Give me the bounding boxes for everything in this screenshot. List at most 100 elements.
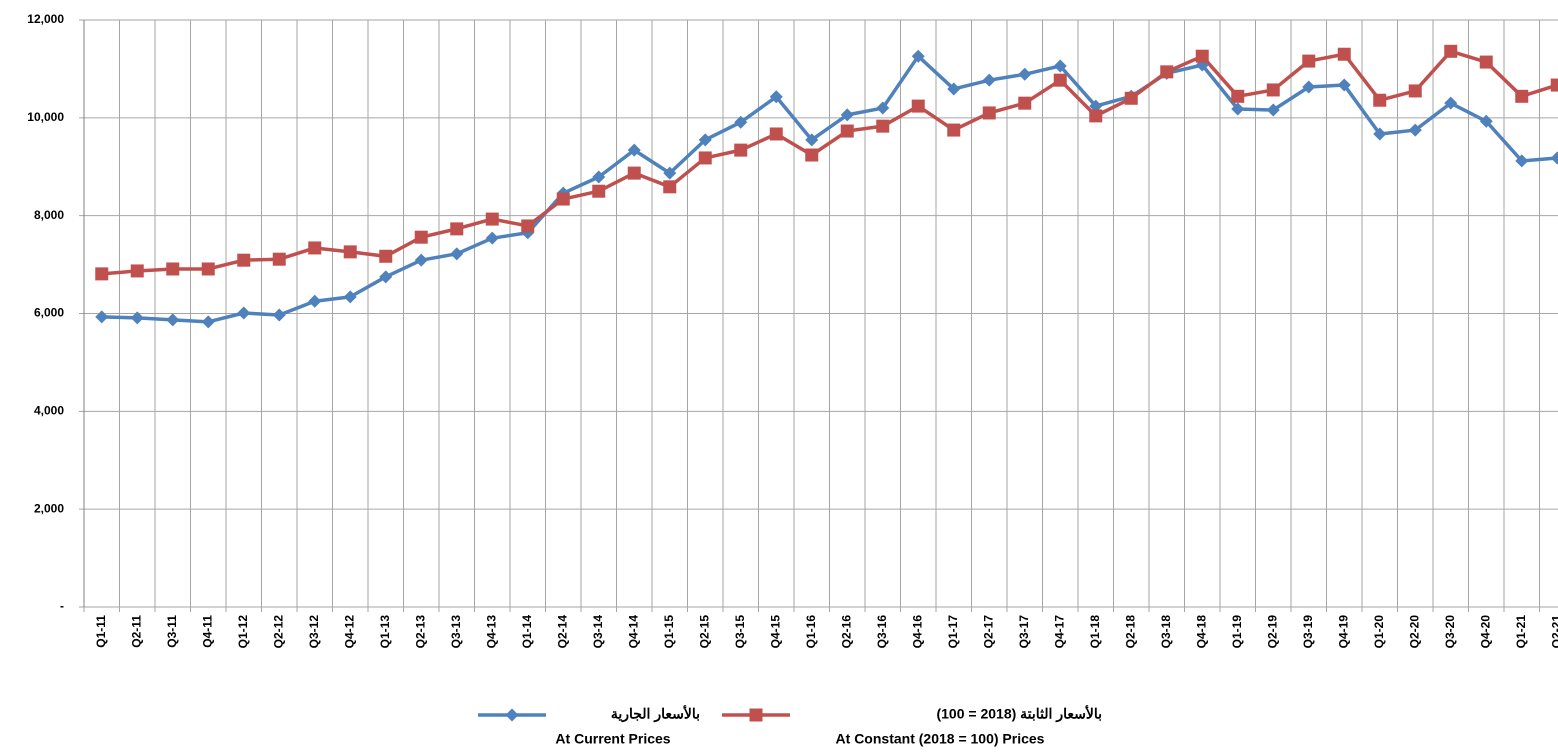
x-tick-label: Q2-21 bbox=[1549, 615, 1558, 649]
x-tick-label: Q1-16 bbox=[804, 615, 818, 649]
x-tick-label: Q2-15 bbox=[697, 615, 711, 649]
marker bbox=[592, 184, 606, 198]
marker bbox=[876, 101, 890, 115]
y-tick-label: 6,000 bbox=[34, 306, 64, 320]
marker bbox=[1515, 89, 1529, 103]
marker bbox=[166, 313, 180, 327]
y-tick-label: - bbox=[60, 599, 64, 613]
marker bbox=[1444, 96, 1458, 110]
x-tick-label: Q1-14 bbox=[520, 615, 534, 649]
marker bbox=[947, 123, 961, 137]
marker bbox=[769, 90, 783, 104]
x-tick-label: Q4-12 bbox=[342, 615, 356, 649]
x-tick-label: Q1-13 bbox=[378, 615, 392, 649]
x-tick-label: Q4-13 bbox=[484, 615, 498, 649]
marker bbox=[1515, 154, 1529, 168]
marker bbox=[769, 127, 783, 141]
marker bbox=[1479, 55, 1493, 69]
marker bbox=[201, 315, 215, 329]
x-tick-label: Q3-11 bbox=[165, 615, 179, 648]
marker bbox=[1302, 54, 1316, 68]
x-tick-label: Q4-15 bbox=[768, 615, 782, 649]
marker bbox=[1373, 127, 1387, 141]
x-tick-label: Q3-15 bbox=[733, 615, 747, 649]
marker bbox=[414, 230, 428, 244]
x-tick-label: Q2-14 bbox=[555, 615, 569, 649]
marker bbox=[272, 308, 286, 322]
marker bbox=[592, 170, 606, 184]
marker bbox=[1550, 151, 1558, 165]
marker bbox=[734, 115, 748, 129]
marker bbox=[485, 231, 499, 245]
marker bbox=[237, 306, 251, 320]
x-tick-label: Q1-21 bbox=[1514, 615, 1528, 649]
x-tick-label: Q2-11 bbox=[129, 615, 143, 648]
marker bbox=[505, 708, 519, 722]
marker bbox=[450, 222, 464, 236]
marker bbox=[876, 119, 890, 133]
legend-label: At Constant (2018 = 100) Prices bbox=[836, 731, 1045, 747]
x-tick-label: Q4-18 bbox=[1194, 615, 1208, 649]
marker bbox=[1373, 93, 1387, 107]
marker bbox=[1479, 114, 1493, 128]
x-tick-label: Q3-16 bbox=[875, 615, 889, 649]
marker bbox=[840, 108, 854, 122]
x-tick-label: Q2-13 bbox=[413, 615, 427, 649]
marker bbox=[698, 133, 712, 147]
marker bbox=[166, 262, 180, 276]
x-tick-label: Q1-15 bbox=[662, 615, 676, 649]
x-tick-label: Q2-20 bbox=[1407, 615, 1421, 649]
marker bbox=[379, 249, 393, 263]
marker bbox=[1408, 123, 1422, 137]
y-tick-label: 10,000 bbox=[27, 110, 64, 124]
marker bbox=[1089, 99, 1103, 113]
marker bbox=[95, 310, 109, 324]
marker bbox=[805, 133, 819, 147]
marker bbox=[627, 166, 641, 180]
y-tick-label: 12,000 bbox=[27, 12, 64, 26]
x-tick-label: Q1-20 bbox=[1372, 615, 1386, 649]
marker bbox=[1302, 80, 1316, 94]
y-tick-label: 8,000 bbox=[34, 208, 64, 222]
x-tick-label: Q3-14 bbox=[591, 615, 605, 649]
marker bbox=[911, 49, 925, 63]
x-tick-label: Q4-19 bbox=[1336, 615, 1350, 649]
marker bbox=[308, 294, 322, 308]
marker bbox=[982, 106, 996, 120]
y-tick-label: 2,000 bbox=[34, 501, 64, 515]
marker bbox=[805, 148, 819, 162]
marker bbox=[1266, 83, 1280, 97]
marker bbox=[272, 252, 286, 266]
marker bbox=[379, 270, 393, 284]
marker bbox=[1053, 59, 1067, 73]
marker bbox=[308, 241, 322, 255]
marker bbox=[1337, 78, 1351, 92]
marker bbox=[663, 180, 677, 194]
marker bbox=[343, 290, 357, 304]
marker bbox=[1053, 73, 1067, 87]
x-tick-label: Q4-11 bbox=[200, 615, 214, 648]
marker bbox=[1018, 67, 1032, 81]
y-tick-label: 4,000 bbox=[34, 404, 64, 418]
marker bbox=[556, 192, 570, 206]
marker bbox=[1408, 84, 1422, 98]
x-tick-label: Q2-16 bbox=[839, 615, 853, 649]
x-tick-label: Q1-11 bbox=[94, 615, 108, 648]
marker bbox=[1089, 109, 1103, 123]
marker bbox=[521, 219, 535, 233]
marker bbox=[947, 82, 961, 96]
marker bbox=[1195, 49, 1209, 63]
x-tick-label: Q2-18 bbox=[1123, 615, 1137, 649]
marker bbox=[1550, 78, 1558, 92]
x-tick-label: Q4-20 bbox=[1478, 615, 1492, 649]
marker bbox=[130, 264, 144, 278]
marker bbox=[1337, 47, 1351, 61]
x-tick-label: Q2-17 bbox=[981, 615, 995, 649]
marker bbox=[414, 253, 428, 267]
marker bbox=[1124, 91, 1138, 105]
x-tick-label: Q4-14 bbox=[626, 615, 640, 649]
marker bbox=[1444, 44, 1458, 58]
marker bbox=[201, 262, 215, 276]
marker bbox=[982, 73, 996, 87]
